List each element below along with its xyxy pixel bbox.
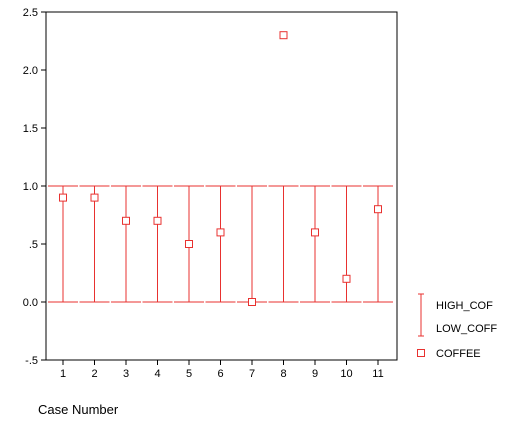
x-tick-label: 8 <box>280 368 286 380</box>
coffee-point <box>342 274 351 283</box>
x-axis-title: Case Number <box>38 402 119 417</box>
coffee-point <box>185 240 193 248</box>
chart-legend: HIGH_COF LOW_COFF COFFEE <box>417 293 497 360</box>
y-tick-label: 1.5 <box>23 123 38 135</box>
x-tick-label: 3 <box>123 368 129 380</box>
coffee-point <box>216 228 225 237</box>
y-tick-label: 2.5 <box>23 7 38 19</box>
legend-label-low: LOW_COFF <box>436 323 497 335</box>
legend-coffee-icon <box>417 349 425 357</box>
x-tick-label: 10 <box>340 368 352 380</box>
y-tick-label: 0.0 <box>23 297 38 309</box>
y-tick-label: 2.0 <box>23 65 38 77</box>
legend-label-coffee: COFFEE <box>436 348 481 360</box>
coffee-point <box>122 216 130 225</box>
chart-marks <box>48 31 393 306</box>
coffee-point <box>311 228 319 237</box>
coffee-point <box>279 31 288 40</box>
x-tick-label: 4 <box>154 368 160 380</box>
x-tick-label: 5 <box>186 368 192 380</box>
x-tick-label: 6 <box>217 368 223 380</box>
coffee-point <box>153 216 162 225</box>
y-tick-label: .5 <box>29 239 38 251</box>
coffee-point <box>59 193 67 202</box>
x-tick-label: 2 <box>91 368 97 380</box>
x-tick-label: 9 <box>312 368 318 380</box>
coffee-point <box>90 193 99 202</box>
y-tick-label: -.5 <box>25 355 38 367</box>
x-tick-label: 1 <box>60 368 66 380</box>
x-tick-label: 7 <box>249 368 255 380</box>
coffee-point <box>374 205 382 214</box>
x-tick-label: 11 <box>372 368 383 380</box>
chart-axes: -.5 0.0 .5 1.0 1.5 2.0 2.5 1 2 3 4 5 6 7 8 9 10 11 <box>23 7 398 380</box>
coffee-point <box>248 298 256 306</box>
legend-label-high: HIGH_COF <box>436 300 493 312</box>
y-tick-label: 1.0 <box>23 181 38 193</box>
